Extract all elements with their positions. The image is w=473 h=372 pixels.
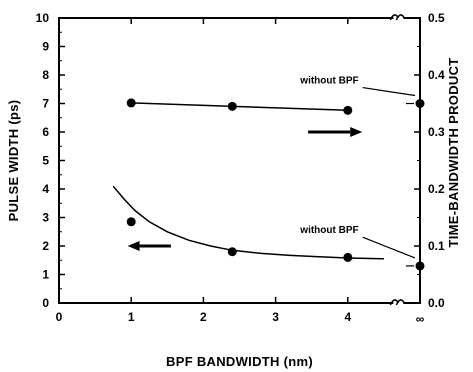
x-tick-label: ∞ [416, 312, 425, 326]
y-left-tick-label: 2 [42, 239, 49, 253]
pulse-width-point [343, 252, 353, 262]
annotation-pointer-line [362, 236, 416, 259]
fit-lines [112, 102, 384, 260]
y-left-tick-label: 9 [42, 40, 49, 54]
tbp-point [415, 99, 425, 108]
axis-breaks [389, 13, 405, 308]
annotation-without-bpf: without BPF [299, 225, 358, 236]
axis-arrows [127, 127, 363, 251]
pulse-width-point [415, 261, 425, 271]
x-axis-title: BPF BANDWIDTH (nm) [166, 354, 313, 369]
y-right-tick-label: 0.2 [428, 182, 445, 196]
axes-frame [58, 17, 421, 304]
y-left-tick-label: 10 [36, 11, 50, 25]
y-left-tick-label: 3 [42, 211, 49, 225]
y-left-tick-label: 7 [42, 97, 49, 111]
y-left-tick-label: 0 [42, 296, 49, 310]
y-right-tick-label: 0.5 [428, 11, 445, 25]
annotation-pointer-line [362, 86, 416, 97]
tbp-point [227, 101, 237, 111]
pulse-width-point [227, 247, 237, 257]
annotation-without-bpf: without BPF [299, 76, 358, 87]
tbp-point [343, 105, 353, 115]
y-right-tick-label: 0.3 [428, 125, 445, 139]
y-axis-right-title: TIME-BANDWIDTH PRODUCT [446, 57, 461, 247]
y-left-tick-label: 5 [42, 154, 49, 168]
pulse-width-point [126, 217, 136, 227]
arrow-head [127, 241, 140, 251]
axis-break-mark [395, 299, 405, 306]
y-right-tick-label: 0.4 [428, 68, 445, 82]
y-right-tick-label: 0.1 [428, 239, 445, 253]
annotations: without BPF without BPF [299, 76, 416, 267]
y-left-tick-label: 6 [42, 125, 49, 139]
ticks [58, 17, 421, 304]
x-tick-label: 3 [272, 310, 279, 324]
tick-labels: 0 1 2 3 4 ∞ 0 1 2 3 4 5 6 7 8 9 10 0.0 0.1 0.2 0.3 0.4 0.5 [36, 11, 445, 326]
y-left-tick-label: 4 [42, 182, 49, 196]
axis-break-mark [395, 14, 405, 21]
x-tick-label: 4 [344, 310, 351, 324]
y-left-tick-label: 1 [42, 268, 49, 282]
x-tick-label: 1 [128, 310, 135, 324]
x-tick-label: 2 [200, 310, 207, 324]
tbp-point [126, 98, 136, 108]
y-right-tick-label: 0.0 [428, 296, 445, 310]
x-tick-label: 0 [56, 310, 63, 324]
pulse-width-fit-line [112, 185, 384, 260]
plot-area-border [58, 17, 421, 304]
data-points [126, 98, 425, 271]
y-left-tick-label: 8 [42, 68, 49, 82]
arrow-head [350, 127, 363, 137]
y-axis-left-title: PULSE WIDTH (ps) [6, 100, 21, 222]
tbp-fit-line [131, 102, 348, 112]
